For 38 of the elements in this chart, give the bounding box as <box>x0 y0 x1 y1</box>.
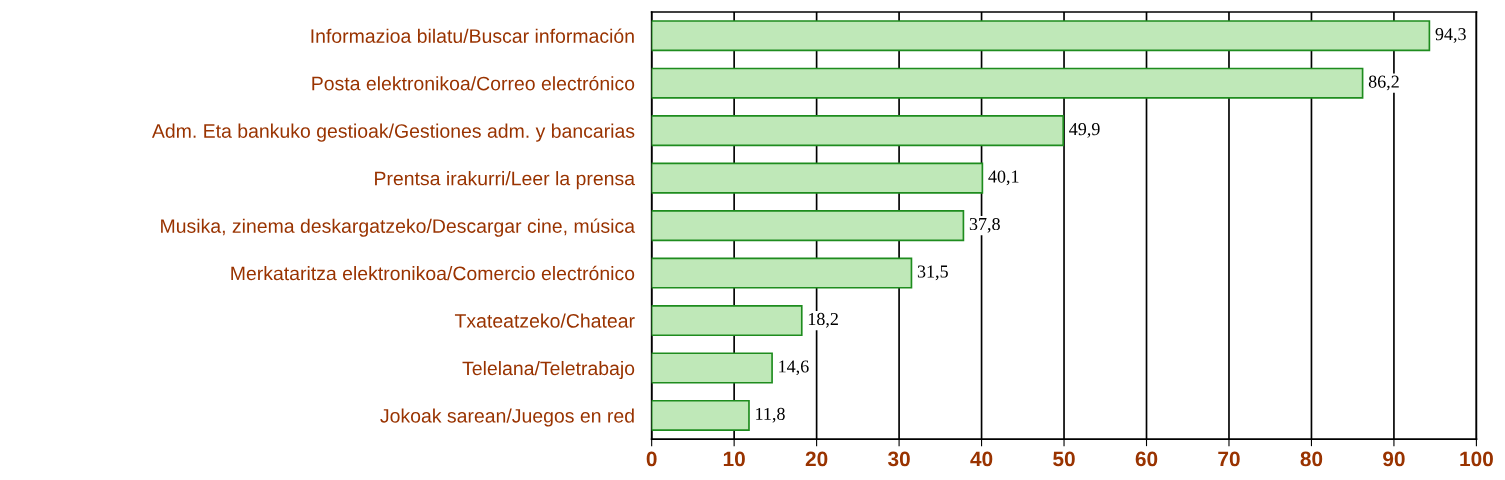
y-tick-label: Merkataritza elektronikoa/Comercio electrónico <box>231 265 635 281</box>
x-tick-label: 40 <box>970 451 993 467</box>
data-label: 86,2 <box>1368 75 1399 91</box>
y-tick-label: Musika, zinema deskargatzeko/Descargar cine, música <box>161 218 636 237</box>
data-label: 14,6 <box>779 360 809 376</box>
x-tick-label: 100 <box>1460 451 1493 467</box>
data-label: 49,9 <box>1069 123 1100 138</box>
y-tick-label: Posta elektronikoa/Correo electrónico <box>312 75 635 91</box>
data-label: 40,1 <box>988 170 1019 186</box>
bar <box>651 162 984 194</box>
x-tick-label: 0 <box>646 451 657 467</box>
data-label: 11,8 <box>756 407 785 423</box>
x-tick-label: 60 <box>1135 451 1158 467</box>
x-tick-label: 50 <box>1053 451 1075 467</box>
y-tick-label: Telelana/Teletrabajo <box>462 360 635 380</box>
x-tick-label: 30 <box>887 451 910 467</box>
data-label: 37,8 <box>969 217 1000 233</box>
bar <box>651 399 750 432</box>
y-tick-label: Adm. Eta bankuko gestioak/Gestiones adm. y bancarias <box>151 123 635 142</box>
data-label: 94,3 <box>1435 28 1466 43</box>
bar <box>651 115 1065 147</box>
bar <box>651 20 1431 52</box>
bar <box>651 67 1364 99</box>
bar <box>651 257 913 289</box>
data-label: 18,2 <box>808 312 838 328</box>
y-tick-label: Prentsa irakurri/Leer la prensa <box>375 171 636 190</box>
y-tick-label: Jokoak sarean/Juegos en red <box>380 408 634 427</box>
y-tick-label: Txateatzeko/Chatear <box>454 313 635 328</box>
y-tick-label: Informazioa bilatu/Buscar información <box>311 28 634 43</box>
x-tick-label: 20 <box>805 451 828 467</box>
bar <box>651 210 965 242</box>
x-tick-label: 70 <box>1218 451 1240 467</box>
data-label: 31,5 <box>917 265 948 281</box>
bar <box>651 304 803 337</box>
bar <box>651 352 773 384</box>
x-tick-label: 10 <box>723 451 745 467</box>
x-tick-label: 90 <box>1383 451 1405 467</box>
x-tick-label: 80 <box>1300 451 1323 467</box>
